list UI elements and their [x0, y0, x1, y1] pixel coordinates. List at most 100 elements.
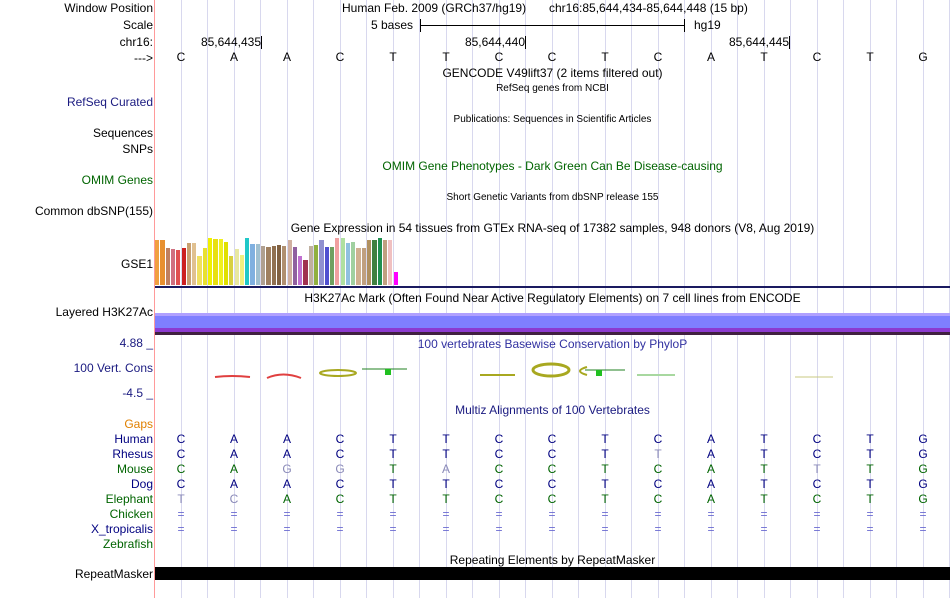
gtex-bar[interactable] [276, 245, 282, 285]
gtex-bar[interactable] [213, 239, 218, 285]
gencode-track-title[interactable]: GENCODE V49lift37 (2 items filtered out) [442, 66, 663, 80]
gtex-bar[interactable] [287, 240, 292, 285]
alignment-base: C [335, 447, 345, 461]
gtex-bar[interactable] [298, 256, 303, 285]
grid-line [658, 0, 659, 598]
alignment-base: A [441, 462, 450, 476]
alignment-base: G [335, 462, 345, 476]
sequences-track-label[interactable]: Sequences [92, 126, 153, 140]
alignment-base: C [547, 477, 557, 491]
species-label[interactable]: Human [114, 432, 153, 446]
alignment-base: C [494, 447, 504, 461]
gtex-bar[interactable] [382, 240, 388, 285]
species-label[interactable]: Rhesus [112, 447, 153, 461]
alignment-base: = [389, 522, 397, 536]
gtex-bar[interactable] [367, 240, 372, 285]
gtex-bar[interactable] [356, 248, 361, 285]
gtex-bar[interactable] [314, 245, 319, 285]
gtex-bar[interactable] [170, 249, 176, 285]
gtex-bar[interactable] [372, 240, 377, 285]
dbsnp-track-label[interactable]: Common dbSNP(155) [34, 204, 153, 218]
alignment-base: A [282, 477, 291, 491]
gtex-bar[interactable] [181, 248, 186, 285]
gtex-bar[interactable] [186, 243, 192, 285]
alignment-base: T [760, 432, 768, 446]
conservation-track-label[interactable]: 100 Vert. Cons [73, 361, 153, 375]
gtex-bar[interactable] [261, 246, 266, 285]
gtex-bar[interactable] [335, 238, 340, 285]
h3k27ac-layer-3 [155, 328, 950, 332]
alignment-base: T [177, 492, 185, 506]
gtex-bar[interactable] [192, 243, 197, 285]
alignment-base: = [336, 522, 344, 536]
alignment-base: T [866, 432, 874, 446]
species-label[interactable]: Dog [130, 477, 153, 491]
grid-line [419, 0, 420, 598]
gtex-bar[interactable] [393, 272, 398, 285]
gtex-bar[interactable] [282, 246, 287, 285]
gtex-bar-chart[interactable] [155, 237, 950, 285]
gtex-bar[interactable] [255, 244, 260, 285]
grid-line [366, 0, 367, 598]
scale-bar-right-tick [684, 19, 685, 32]
gtex-bar[interactable] [239, 255, 245, 285]
reference-base: C [176, 50, 186, 64]
gtex-bar[interactable] [165, 248, 170, 285]
repeatmasker-bar[interactable] [155, 567, 950, 580]
gse1-track-label[interactable]: GSE1 [120, 257, 153, 271]
snps-track-label[interactable]: SNPs [122, 142, 153, 156]
gtex-bar[interactable] [388, 240, 393, 285]
gtex-bar[interactable] [303, 260, 308, 285]
grid-line [499, 0, 500, 598]
gaps-track-label[interactable]: Gaps [124, 417, 153, 431]
species-label[interactable]: Zebrafish [102, 537, 153, 551]
gtex-bar[interactable] [271, 246, 276, 285]
grid-line [684, 0, 685, 598]
gtex-bar[interactable] [324, 247, 329, 285]
refseq-track-label[interactable]: RefSeq Curated [66, 95, 153, 109]
gtex-bar[interactable] [223, 242, 229, 285]
gtex-bar[interactable] [340, 238, 345, 285]
gtex-bar[interactable] [250, 244, 255, 285]
grid-line [870, 0, 871, 598]
alignment-base: = [654, 522, 662, 536]
grid-line [472, 0, 473, 598]
repeatmasker-track-label[interactable]: RepeatMasker [74, 567, 153, 581]
alignment-base: T [760, 447, 768, 461]
gtex-bar[interactable] [197, 256, 202, 285]
gtex-bar[interactable] [218, 239, 223, 285]
gtex-track-title: Gene Expression in 54 tissues from GTEx … [290, 221, 815, 235]
alignment-base: T [866, 492, 874, 506]
gtex-bar[interactable] [319, 240, 324, 285]
species-label[interactable]: Mouse [116, 462, 153, 476]
gtex-bar[interactable] [351, 242, 356, 285]
strand-label[interactable]: ---> [134, 51, 153, 65]
gtex-bar[interactable] [308, 246, 313, 285]
gtex-bar[interactable] [234, 249, 239, 285]
gtex-bar[interactable] [266, 247, 271, 285]
gtex-bar[interactable] [329, 247, 335, 285]
gtex-bar[interactable] [176, 250, 181, 285]
h3k27ac-signal[interactable] [155, 313, 950, 335]
gtex-bar[interactable] [292, 247, 298, 285]
gtex-bar[interactable] [155, 240, 160, 285]
alignment-base: T [866, 477, 874, 491]
phylop-logo[interactable] [155, 355, 950, 395]
alignment-base: = [601, 507, 609, 521]
species-label[interactable]: Chicken [109, 507, 153, 521]
gtex-bar[interactable] [245, 238, 250, 285]
gtex-bar[interactable] [202, 248, 207, 285]
alignment-base: C [653, 492, 663, 506]
gtex-bar[interactable] [345, 243, 351, 285]
gtex-bar[interactable] [361, 248, 366, 285]
gtex-bar[interactable] [229, 256, 234, 285]
omim-track-label[interactable]: OMIM Genes [81, 173, 153, 187]
alignment-base: = [230, 522, 238, 536]
species-label[interactable]: Elephant [105, 492, 153, 506]
gtex-bar[interactable] [160, 240, 165, 285]
gtex-bar[interactable] [208, 238, 213, 285]
h3k27ac-track-label[interactable]: Layered H3K27Ac [55, 305, 153, 319]
gtex-bar[interactable] [377, 238, 382, 285]
species-label[interactable]: X_tropicalis [90, 522, 153, 536]
alignment-base: A [229, 462, 238, 476]
